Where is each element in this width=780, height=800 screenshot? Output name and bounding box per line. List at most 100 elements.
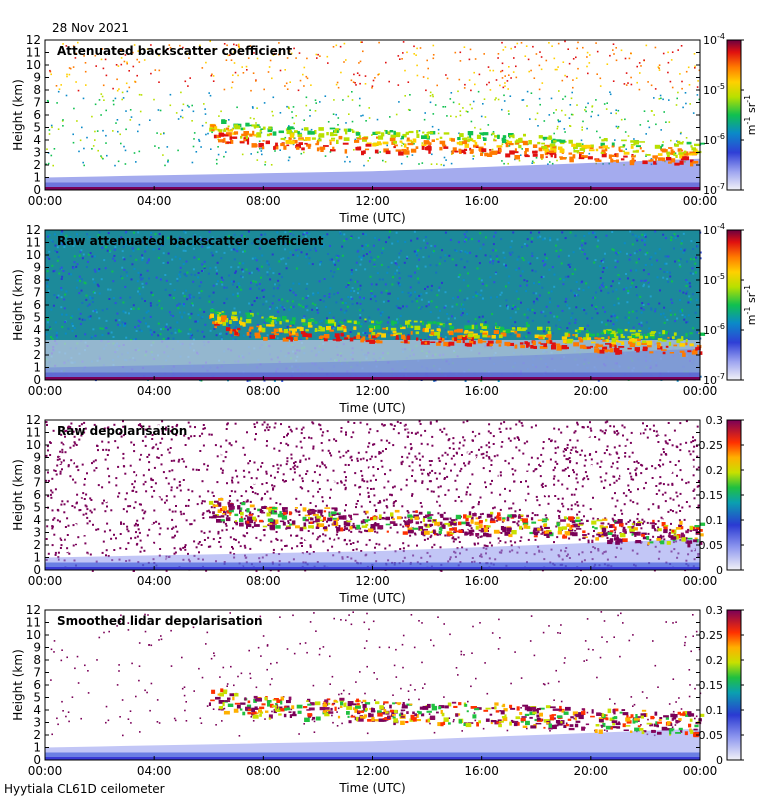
noise-pixel [433,543,436,546]
cloud-pixel [361,337,365,341]
cloud-pixel [642,348,648,352]
scatter-pixel [680,45,683,47]
noise-pixel [684,315,686,318]
cloud-pixel [283,329,289,334]
noise-pixel [56,336,59,339]
noise-pixel [126,243,129,245]
cloud-pixel [561,345,568,350]
cloud-pixel [509,150,515,155]
noise-pixel [420,505,423,508]
cloud-pixel [390,334,395,337]
scatter-pixel [85,84,87,86]
scatter-pixel [431,93,434,96]
noise-pixel [243,250,246,253]
cloud-pixel [654,157,658,161]
noise-pixel [192,268,195,271]
scatter-pixel [658,69,661,71]
noise-pixel [65,234,68,237]
noise-pixel [388,544,391,547]
noise-pixel [520,536,523,539]
noise-pixel [93,268,96,271]
cloud-pixel [457,137,461,141]
scatter-pixel [421,142,424,144]
cloud-pixel [567,346,569,350]
scatter-pixel [158,54,160,57]
noise-pixel [90,336,93,339]
cloud-pixel [498,334,503,339]
cloud-pixel [246,332,250,336]
noise-pixel [221,529,224,532]
scatter-pixel [360,41,362,43]
noise-pixel [106,308,109,310]
scatter-pixel [164,164,166,167]
noise-pixel [66,500,69,503]
noise-pixel [141,277,144,280]
scatter-pixel [101,48,104,50]
scatter-pixel [389,116,391,118]
scatter-pixel [468,58,471,61]
noise-pixel [398,252,401,255]
noise-pixel [215,250,218,253]
scatter-pixel [128,86,131,89]
noise-pixel [62,270,65,272]
noise-pixel [523,279,526,282]
noise-pixel [492,260,495,262]
noise-pixel [178,330,181,333]
noise-pixel [66,475,69,478]
scatter-pixel [404,95,406,97]
noise-pixel [48,234,51,237]
noise-pixel [249,439,251,442]
noise-pixel [187,488,190,491]
noise-pixel [179,330,182,333]
cloud-pixel [546,152,551,154]
scatter-pixel [654,46,657,49]
noise-pixel [485,284,488,287]
noise-pixel [274,326,277,329]
noise-pixel [600,289,603,292]
cloud-pixel [541,145,548,149]
noise-pixel [617,252,620,254]
noise-pixel [644,253,647,256]
noise-pixel [237,266,240,269]
noise-pixel [305,531,308,534]
noise-pixel [397,297,399,300]
scatter-pixel [583,150,585,153]
noise-pixel [63,236,66,239]
noise-pixel [319,320,321,323]
cloud-pixel [598,159,602,162]
scatter-pixel [633,138,635,140]
noise-pixel [76,233,78,236]
noise-pixel [178,236,181,239]
noise-pixel [303,317,306,320]
scatter-pixel [114,97,117,100]
scatter-pixel [180,91,182,94]
cloud-pixel [319,146,326,150]
scatter-pixel [212,75,215,77]
noise-pixel [146,261,149,264]
noise-pixel [319,263,321,266]
scatter-pixel [192,110,195,113]
scatter-pixel [368,117,371,119]
cloud-pixel [306,137,311,140]
scatter-pixel [338,128,341,131]
noise-pixel [581,244,583,247]
noise-pixel [61,275,64,278]
noise-pixel [479,336,482,339]
noise-pixel [123,323,126,326]
scatter-pixel [556,125,559,128]
noise-pixel [482,452,485,455]
noise-pixel [345,433,347,436]
noise-pixel [63,424,66,427]
noise-pixel [583,309,586,312]
noise-pixel [601,270,604,273]
noise-pixel [234,249,237,252]
cloud-pixel [380,135,383,139]
cloud-pixel [634,347,640,351]
cloud-pixel [585,144,592,149]
cloud-pixel [587,156,593,160]
noise-pixel [127,505,130,508]
noise-pixel [155,443,158,446]
cloud-pixel [398,151,404,156]
noise-pixel [63,307,66,310]
noise-pixel [557,305,560,308]
